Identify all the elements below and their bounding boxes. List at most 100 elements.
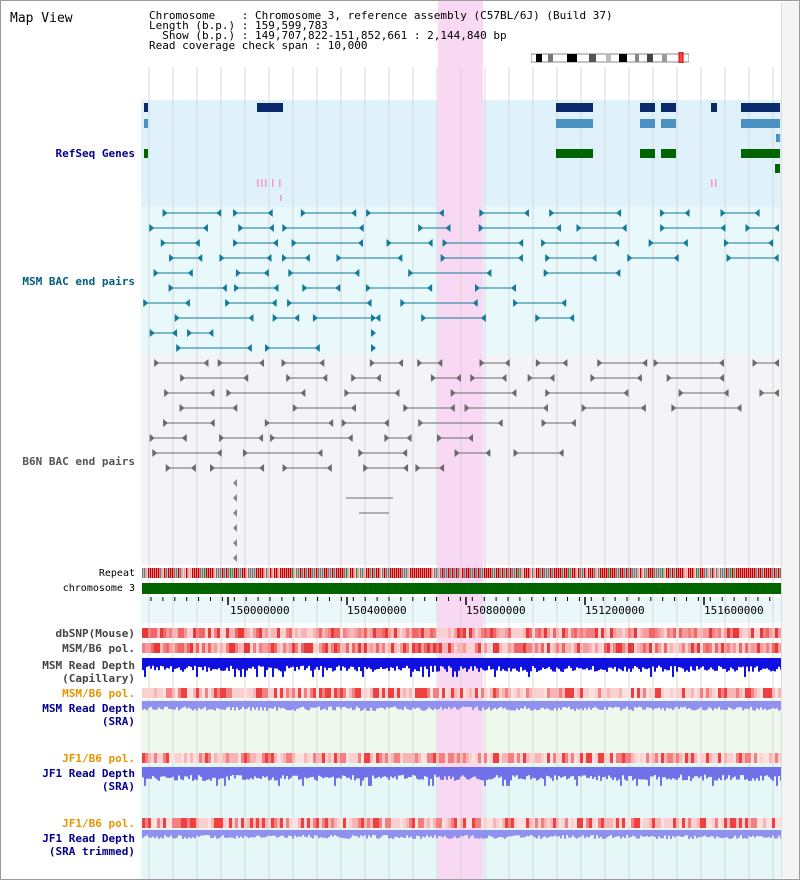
jf1-pol-heat: [259, 818, 262, 828]
jf1-pol-heat: [556, 753, 559, 763]
msm-pol-heat: [463, 688, 466, 698]
msm-capillary-depth: [304, 658, 306, 671]
msm-sra-depth: [460, 701, 462, 708]
msm-capillary-depth: [296, 658, 298, 667]
repeat-mark: [200, 568, 202, 578]
msm-pol-heat: [160, 643, 163, 653]
msm-capillary-depth: [600, 658, 602, 670]
msm-read-depth-sra-label[interactable]: MSM Read Depth (SRA): [42, 702, 135, 728]
msm-bac-pair: [774, 224, 779, 232]
msm-pol-heat: [226, 643, 229, 653]
jf1-pol-heat: [226, 753, 229, 763]
repeat-mark: [726, 568, 728, 578]
msm-b6-pol-label[interactable]: MSM/B6 pol.: [62, 642, 135, 655]
gene-feature: [741, 149, 780, 158]
msm-capillary-depth: [342, 658, 344, 667]
dbsnp-heat: [724, 628, 727, 638]
jf1-trimmed-depth: [688, 830, 690, 839]
jf1-trimmed-depth: [510, 830, 512, 837]
jf1-pol-heat: [469, 818, 472, 828]
dbsnp-heat: [232, 628, 235, 638]
msm-capillary-depth: [582, 658, 584, 670]
msm-capillary-depth: [352, 658, 354, 667]
msm-pol-heat: [679, 688, 682, 698]
msm-pol-heat: [571, 643, 574, 653]
msm-pol-heat: [715, 643, 718, 653]
jf1-sra-depth: [582, 767, 584, 776]
repeat-mark: [566, 568, 568, 578]
msm-capillary-depth: [612, 658, 614, 669]
jf1-pol-heat: [277, 753, 280, 763]
jf1-pol-heat: [268, 818, 271, 828]
msm-pol-heat: [316, 643, 319, 653]
msm-capillary-depth: [260, 658, 262, 667]
chromosome-ideogram[interactable]: [531, 52, 689, 63]
jf1-pol-heat: [352, 818, 355, 828]
msm-pol-heat: [460, 643, 463, 653]
msm-capillary-depth: [556, 658, 558, 668]
msm-pol-heat: [607, 688, 610, 698]
msm-capillary-depth: [238, 658, 240, 671]
repeat-mark: [752, 568, 754, 578]
jf1-pol-heat: [271, 753, 274, 763]
jf1-trimmed-depth: [396, 830, 398, 837]
dbsnp-heat: [667, 628, 670, 638]
dbsnp-heat: [694, 628, 697, 638]
jf1-pol-heat: [310, 753, 313, 763]
msm-bac-pair: [314, 344, 320, 352]
msm-capillary-depth: [148, 658, 150, 666]
msm-sra-depth: [672, 701, 674, 711]
msm-b6-pol-orange-label[interactable]: MSM/B6 pol.: [62, 687, 135, 700]
jf1-read-depth-trimmed-label[interactable]: JF1 Read Depth (SRA trimmed): [42, 832, 135, 858]
msm-pol-heat: [457, 688, 460, 698]
jf1-sra-depth: [410, 767, 412, 777]
msm-capillary-depth: [362, 658, 364, 677]
jf1-pol-heat: [589, 753, 592, 763]
msm-capillary-depth: [676, 658, 678, 672]
repeat-mark: [706, 568, 708, 578]
msm-read-depth-capillary-label[interactable]: MSM Read Depth (Capillary): [42, 659, 135, 685]
jf1-trimmed-depth: [368, 830, 370, 836]
jf1-trimmed-depth: [216, 830, 218, 839]
msm-sra-depth: [488, 701, 490, 708]
b6n-bac-pair: [203, 359, 209, 367]
repeat-mark: [420, 568, 422, 578]
dbsnp-label[interactable]: dbSNP(Mouse): [55, 627, 135, 640]
msm-capillary-depth: [216, 658, 218, 670]
msm-capillary-depth: [534, 658, 536, 669]
jf1-sra-depth: [572, 767, 574, 776]
refseq-genes-label[interactable]: RefSeq Genes: [55, 147, 135, 160]
b6n-bac-pair: [759, 389, 765, 397]
msm-capillary-depth: [208, 658, 210, 668]
msm-bac-pair: [176, 344, 182, 352]
msm-pol-heat: [235, 688, 238, 698]
jf1-sra-depth: [608, 767, 610, 776]
msm-pol-heat: [220, 643, 223, 653]
b6n-bac-pair: [437, 359, 443, 367]
msm-capillary-depth: [730, 658, 732, 668]
jf1-sra-depth: [322, 767, 324, 779]
jf1-sra-depth: [228, 767, 230, 781]
dbsnp-heat: [652, 628, 655, 638]
msm-pol-heat: [172, 643, 175, 653]
jf1-pol-heat: [643, 818, 646, 828]
jf1-trimmed-depth: [240, 830, 242, 837]
jf1-read-depth-sra-label[interactable]: JF1 Read Depth (SRA): [42, 767, 135, 793]
msm-bac-label[interactable]: MSM BAC end pairs: [22, 275, 135, 288]
b6n-bac-label[interactable]: B6N BAC end pairs: [22, 455, 135, 468]
b6n-bac-pair: [232, 404, 238, 412]
jf1-b6-pol-label[interactable]: JF1/B6 pol.: [62, 752, 135, 765]
jf1-b6-pol-2-label[interactable]: JF1/B6 pol.: [62, 817, 135, 830]
jf1-trimmed-depth: [388, 830, 390, 839]
gene-feature: [144, 103, 148, 112]
msm-sra-depth: [760, 701, 762, 708]
msm-capillary-depth: [186, 658, 188, 668]
jf1-sra-depth: [232, 767, 234, 775]
vertical-scrollbar[interactable]: [781, 2, 799, 878]
msm-bac-pair: [268, 224, 274, 232]
repeat-mark: [340, 568, 342, 578]
msm-capillary-depth: [708, 658, 710, 670]
msm-capillary-depth: [614, 658, 616, 667]
jf1-pol-heat: [547, 753, 550, 763]
